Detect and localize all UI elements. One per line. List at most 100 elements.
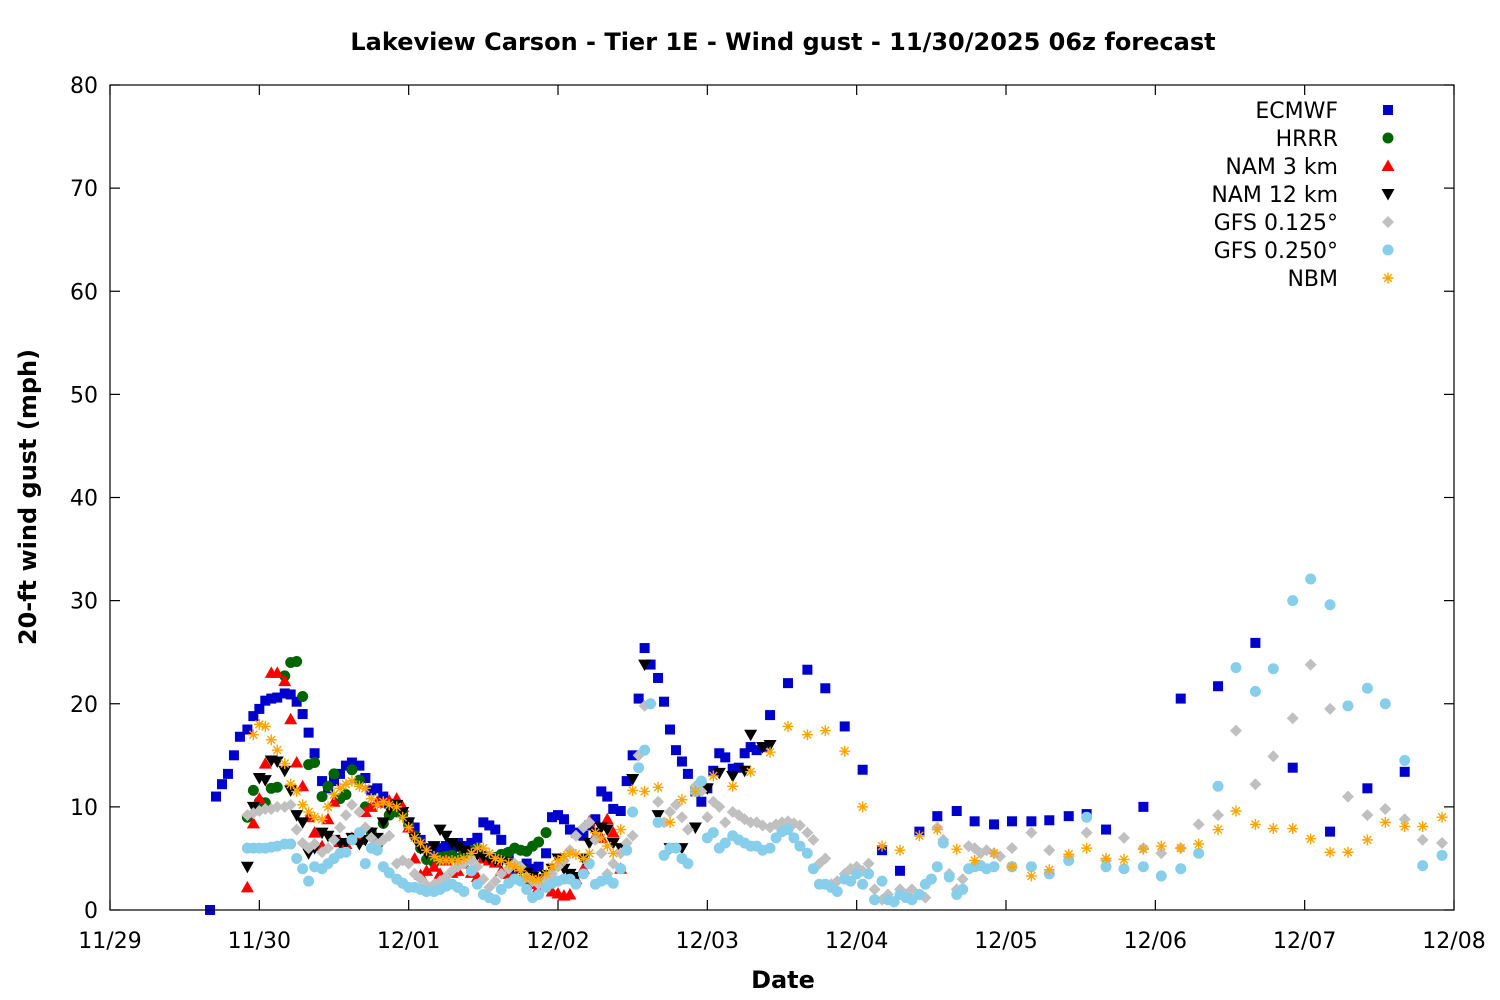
data-point [383, 867, 395, 879]
data-point [472, 832, 483, 843]
data-point [627, 784, 639, 796]
data-point [266, 693, 277, 704]
data-point [607, 847, 619, 859]
data-point [969, 816, 980, 827]
data-point [819, 725, 831, 737]
data-point [248, 711, 259, 722]
y-tick-label: 10 [70, 796, 98, 821]
data-point [1305, 573, 1317, 585]
data-point [782, 824, 794, 836]
data-point [764, 842, 776, 854]
data-point [664, 806, 676, 819]
x-tick-label: 12/06 [1124, 929, 1187, 954]
data-point [477, 842, 489, 854]
data-point [484, 820, 495, 831]
data-point [633, 762, 645, 774]
data-point [595, 832, 607, 844]
data-point [316, 813, 328, 825]
data-point [607, 877, 619, 889]
data-point [427, 860, 441, 872]
data-point [346, 775, 358, 787]
data-point [1249, 685, 1261, 697]
data-point [383, 829, 396, 842]
data-point [371, 799, 383, 811]
data-point [577, 852, 589, 864]
legend-label: NBM [1287, 267, 1338, 292]
data-point [315, 827, 329, 840]
data-point [951, 843, 963, 855]
data-point [540, 827, 552, 839]
data-point [652, 816, 664, 828]
data-point [371, 844, 383, 856]
data-point [346, 834, 358, 846]
data-point [1361, 834, 1373, 846]
data-point [1324, 599, 1336, 611]
data-point [414, 873, 427, 886]
data-point [260, 695, 271, 706]
data-point [756, 742, 770, 754]
data-point [937, 837, 949, 849]
data-point [1043, 844, 1056, 857]
data-point [489, 875, 502, 888]
data-point [303, 727, 314, 738]
data-point [819, 852, 832, 865]
legend-marker [1382, 216, 1394, 228]
data-point [503, 858, 515, 870]
data-point [925, 873, 937, 885]
data-point [1361, 809, 1374, 822]
y-tick-label: 40 [70, 487, 98, 512]
data-point [465, 854, 478, 867]
data-point [807, 863, 819, 875]
data-point [377, 796, 389, 808]
data-point [1155, 870, 1167, 882]
data-point [570, 878, 582, 890]
data-point [1175, 863, 1187, 875]
data-point [1025, 861, 1037, 873]
data-point [969, 855, 981, 866]
data-point [862, 857, 875, 870]
data-point [820, 683, 831, 694]
legend-label: GFS 0.250° [1214, 239, 1338, 264]
data-point [291, 655, 303, 667]
legend: ECMWF HRRR NAM 3 km NAM 12 km GFS 0.125° GFS … [1211, 99, 1395, 292]
data-point [564, 847, 576, 859]
plot-frame [109, 84, 1455, 911]
data-point [434, 855, 446, 866]
data-point [802, 664, 813, 675]
data-point [254, 703, 265, 714]
data-point [247, 784, 259, 796]
data-point [1250, 637, 1261, 648]
data-point [297, 863, 309, 875]
data-point [309, 748, 320, 759]
data-point [541, 848, 552, 859]
data-point [608, 803, 619, 814]
data-point [638, 659, 652, 672]
data-point [931, 824, 943, 836]
data-point [989, 819, 1000, 830]
data-point [696, 796, 707, 807]
data-point [1362, 783, 1373, 794]
data-point [552, 855, 564, 866]
data-point [515, 865, 527, 877]
data-point [733, 762, 744, 773]
data-point [1399, 820, 1411, 832]
data-point [316, 791, 328, 803]
data-point [527, 873, 539, 885]
data-point [533, 861, 544, 872]
data-point [240, 861, 254, 874]
data-point [397, 811, 409, 823]
data-point [296, 817, 310, 829]
data-point [615, 824, 627, 836]
data-point [707, 770, 719, 782]
data-point [1155, 840, 1167, 852]
data-point [943, 871, 955, 883]
legend-label: GFS 0.125° [1214, 211, 1338, 236]
data-point [285, 689, 296, 700]
data-point [664, 816, 676, 828]
data-point [688, 822, 702, 834]
data-point [894, 844, 906, 856]
data-point [428, 850, 440, 862]
axis-ticks: 0 10 20 30 40 50 60 70 80 11/29 11/30 12/01 12/02 12/… [70, 74, 1486, 954]
data-point [340, 760, 351, 771]
